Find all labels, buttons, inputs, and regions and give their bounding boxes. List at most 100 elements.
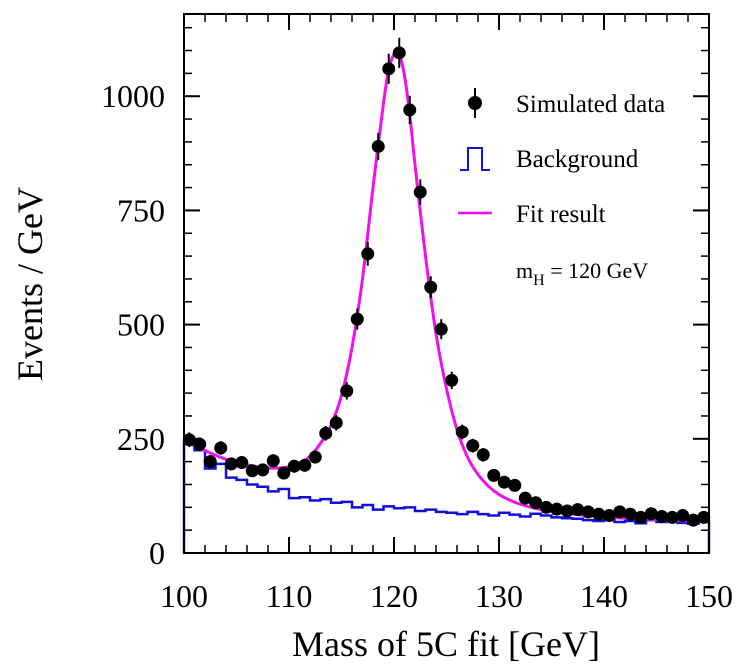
data-point <box>329 415 343 431</box>
data-point <box>245 464 259 478</box>
data-point-marker <box>445 373 459 387</box>
data-point-marker <box>203 455 217 469</box>
data-point-marker <box>382 62 396 76</box>
data-point-marker <box>424 280 438 294</box>
y-tick-label: 750 <box>117 192 165 228</box>
data-point <box>466 438 480 453</box>
data-point-marker <box>277 466 291 480</box>
background-histogram <box>182 442 711 553</box>
data-point <box>602 509 616 523</box>
data-point-marker <box>256 463 270 477</box>
data-point <box>350 308 364 330</box>
data-point-marker <box>602 509 616 523</box>
data-point-marker <box>539 500 553 514</box>
data-point <box>224 457 238 471</box>
data-point-marker <box>592 507 606 521</box>
data-point-marker <box>466 439 480 453</box>
legend-label-background: Background <box>516 146 639 173</box>
data-point <box>287 459 301 473</box>
data-point <box>571 503 585 517</box>
data-point <box>434 319 448 340</box>
data-point-marker <box>329 416 343 430</box>
y-tick-label: 0 <box>149 535 165 571</box>
x-tick-label: 150 <box>685 578 733 614</box>
data-point-marker <box>529 496 543 510</box>
data-point-marker <box>214 441 228 455</box>
data-point-marker <box>655 509 669 523</box>
data-point-marker <box>340 384 354 398</box>
data-point <box>382 53 396 84</box>
x-tick-label: 140 <box>580 578 628 614</box>
data-point-marker <box>623 507 637 521</box>
data-point <box>413 179 427 205</box>
x-tick-label: 110 <box>266 578 313 614</box>
fit-result-line <box>183 50 710 524</box>
data-point <box>655 509 669 523</box>
data-point-marker <box>235 456 249 470</box>
data-point <box>686 513 700 527</box>
data-point-marker <box>508 478 522 492</box>
data-point <box>613 505 627 519</box>
data-point-marker <box>298 458 312 472</box>
data-point <box>508 478 522 492</box>
x-tick-label: 100 <box>160 578 208 614</box>
mass-annotation: mH = 120 GeV <box>516 258 648 289</box>
data-point <box>445 371 459 390</box>
data-point <box>518 491 532 505</box>
legend-label-fit: Fit result <box>516 201 606 228</box>
data-point-marker <box>413 185 427 199</box>
background-step-line <box>182 442 711 553</box>
data-point-marker <box>476 448 490 462</box>
data-point-marker <box>350 312 364 326</box>
data-point-marker <box>686 513 700 527</box>
data-point-marker <box>518 491 532 505</box>
data-point <box>214 441 228 455</box>
fit-curve <box>183 50 710 524</box>
axes: 100 110 120 130 140 150 0 250 500 750 1000 <box>101 14 733 614</box>
x-tick-label: 120 <box>370 578 418 614</box>
data-point <box>634 510 648 524</box>
data-point-marker <box>361 247 375 261</box>
data-point-marker <box>224 457 238 471</box>
data-point <box>392 37 406 68</box>
data-point-marker <box>392 46 406 60</box>
frame-rect <box>183 13 710 554</box>
legend: Simulated data Background Fit result mH … <box>458 88 665 289</box>
data-point-marker <box>287 459 301 473</box>
data-point-marker <box>434 322 448 336</box>
data-point <box>256 463 270 477</box>
data-point-marker <box>487 468 501 482</box>
data-point-marker <box>371 139 385 153</box>
data-point-marker <box>308 450 322 464</box>
data-point-marker <box>245 464 259 478</box>
data-point-marker <box>266 454 280 468</box>
data-point <box>644 507 658 521</box>
data-point <box>308 450 322 464</box>
data-point-marker <box>560 504 574 518</box>
data-point <box>665 510 679 524</box>
data-point-marker <box>403 103 417 117</box>
data-point-marker <box>550 502 564 516</box>
data-point-marker <box>665 510 679 524</box>
data-point <box>697 510 711 524</box>
data-point <box>550 502 564 516</box>
data-point-marker <box>455 425 469 439</box>
data-point <box>497 475 511 489</box>
y-tick-label: 500 <box>117 307 165 343</box>
legend-label-data: Simulated data <box>516 91 665 118</box>
data-point <box>592 507 606 521</box>
data-point <box>529 496 543 510</box>
data-point <box>298 458 312 472</box>
data-point-marker <box>644 507 658 521</box>
y-tick-label: 1000 <box>101 78 165 114</box>
data-point <box>539 500 553 514</box>
data-point-marker <box>613 505 627 519</box>
data-point-marker <box>571 503 585 517</box>
data-points <box>182 37 711 527</box>
data-point <box>487 468 501 482</box>
data-point <box>455 424 469 440</box>
data-point <box>623 507 637 521</box>
data-point <box>560 504 574 518</box>
data-point-marker <box>497 475 511 489</box>
